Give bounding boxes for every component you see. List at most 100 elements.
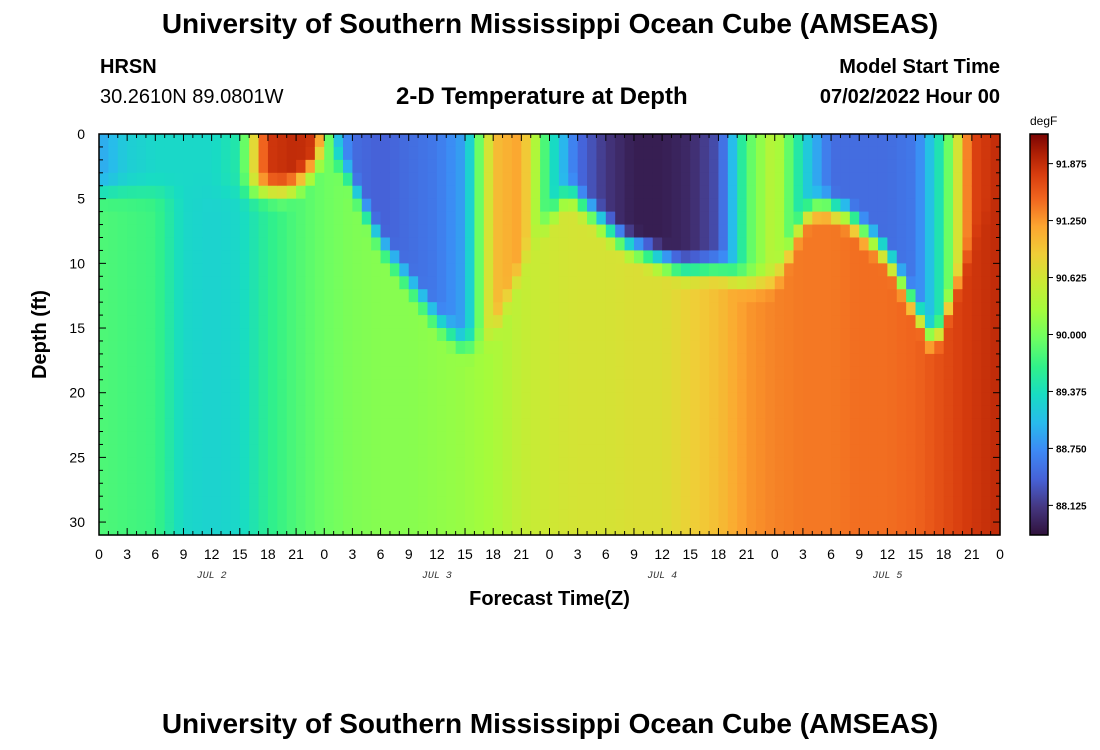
heatmap-cell [211,457,222,471]
heatmap-cell [690,328,701,342]
x-tick-label: 6 [151,546,159,562]
heatmap-cell [249,185,260,200]
heatmap-cell [286,379,297,394]
heatmap-cell [314,250,325,264]
heatmap-cell [164,366,175,381]
heatmap-cell [521,276,532,290]
heatmap-cell [239,366,250,381]
heatmap-cell [211,211,222,226]
heatmap-cell [877,146,888,161]
heatmap-cell [511,159,522,174]
heatmap-cell [887,522,898,536]
y-tick-label: 0 [77,126,85,142]
heatmap-cell [483,134,494,148]
heatmap-cell [605,315,616,329]
heatmap-cell [990,483,1001,497]
heatmap-cell [277,431,288,446]
heatmap-cell [915,224,926,239]
heatmap-cell [755,353,766,368]
heatmap-cell [990,431,1001,446]
heatmap-cell [371,340,382,355]
heatmap-cell [136,250,147,264]
heatmap-cell [136,353,147,368]
heatmap-cell [483,211,494,226]
heatmap-cell [361,405,372,420]
heatmap-cell [924,483,935,497]
heatmap-cell [239,237,250,252]
heatmap-cell [427,470,438,484]
heatmap-cell [380,159,391,174]
heatmap-cell [690,366,701,381]
heatmap-cell [305,328,316,342]
heatmap-cell [577,496,588,510]
heatmap-cell [530,379,541,394]
heatmap-cell [793,418,804,433]
heatmap-cell [221,198,231,213]
heatmap-cell [633,172,644,187]
heatmap-cell [774,457,785,471]
heatmap-cell [427,134,438,148]
x-tick-label: 15 [232,546,248,562]
heatmap-cell [990,172,1001,187]
heatmap-cell [108,379,119,394]
heatmap-cell [174,172,185,187]
heatmap-cell [680,134,691,148]
heatmap-cell [849,522,860,536]
heatmap-cell [183,509,194,523]
heatmap-cell [549,509,560,523]
heatmap-cell [765,366,776,381]
heatmap-cell [408,379,419,394]
heatmap-cell [868,509,879,523]
heatmap-cell [192,522,203,536]
heatmap-cell [596,276,607,290]
heatmap-cell [746,185,757,200]
heatmap-cell [887,134,898,148]
heatmap-cell [896,134,907,148]
heatmap-cell [446,379,457,394]
heatmap-cell [615,340,626,355]
heatmap-cell [765,522,776,536]
heatmap-cell [812,237,823,252]
heatmap-cell [868,289,879,303]
heatmap-cell [596,353,607,368]
heatmap-cell [802,353,813,368]
heatmap-cell [221,444,231,458]
heatmap-cell [746,224,757,239]
x-tick-label: 18 [711,546,727,562]
heatmap-cell [596,457,607,471]
heatmap-cell [455,353,466,368]
heatmap-cell [408,159,419,174]
heatmap-cell [352,431,363,446]
heatmap-cell [192,302,203,316]
heatmap-cell [587,172,598,187]
heatmap-cell [793,134,804,148]
heatmap-cell [596,328,607,342]
heatmap-cell [953,366,964,381]
heatmap-cell [821,198,832,213]
heatmap-cell [427,522,438,536]
heatmap-cell [549,250,560,264]
heatmap-cell [502,328,513,342]
heatmap-cell [812,444,823,458]
heatmap-cell [483,366,494,381]
heatmap-cell [211,405,222,420]
heatmap-cell [953,237,964,252]
heatmap-cell [221,392,231,407]
heatmap-cell [849,418,860,433]
heatmap-cell [680,379,691,394]
heatmap-cell [211,172,222,187]
heatmap-cell [239,211,250,226]
heatmap-cell [164,276,175,290]
heatmap-cell [474,418,485,433]
heatmap-cell [502,315,513,329]
heatmap-cell [277,172,288,187]
heatmap-cell [511,185,522,200]
heatmap-cell [127,457,138,471]
heatmap-cell [643,198,654,213]
heatmap-cell [915,405,926,420]
heatmap-cell [981,431,992,446]
station-name: HRSN [100,56,157,78]
x-tick-label: 0 [320,546,328,562]
heatmap-cell [990,353,1001,368]
heatmap-cell [765,483,776,497]
